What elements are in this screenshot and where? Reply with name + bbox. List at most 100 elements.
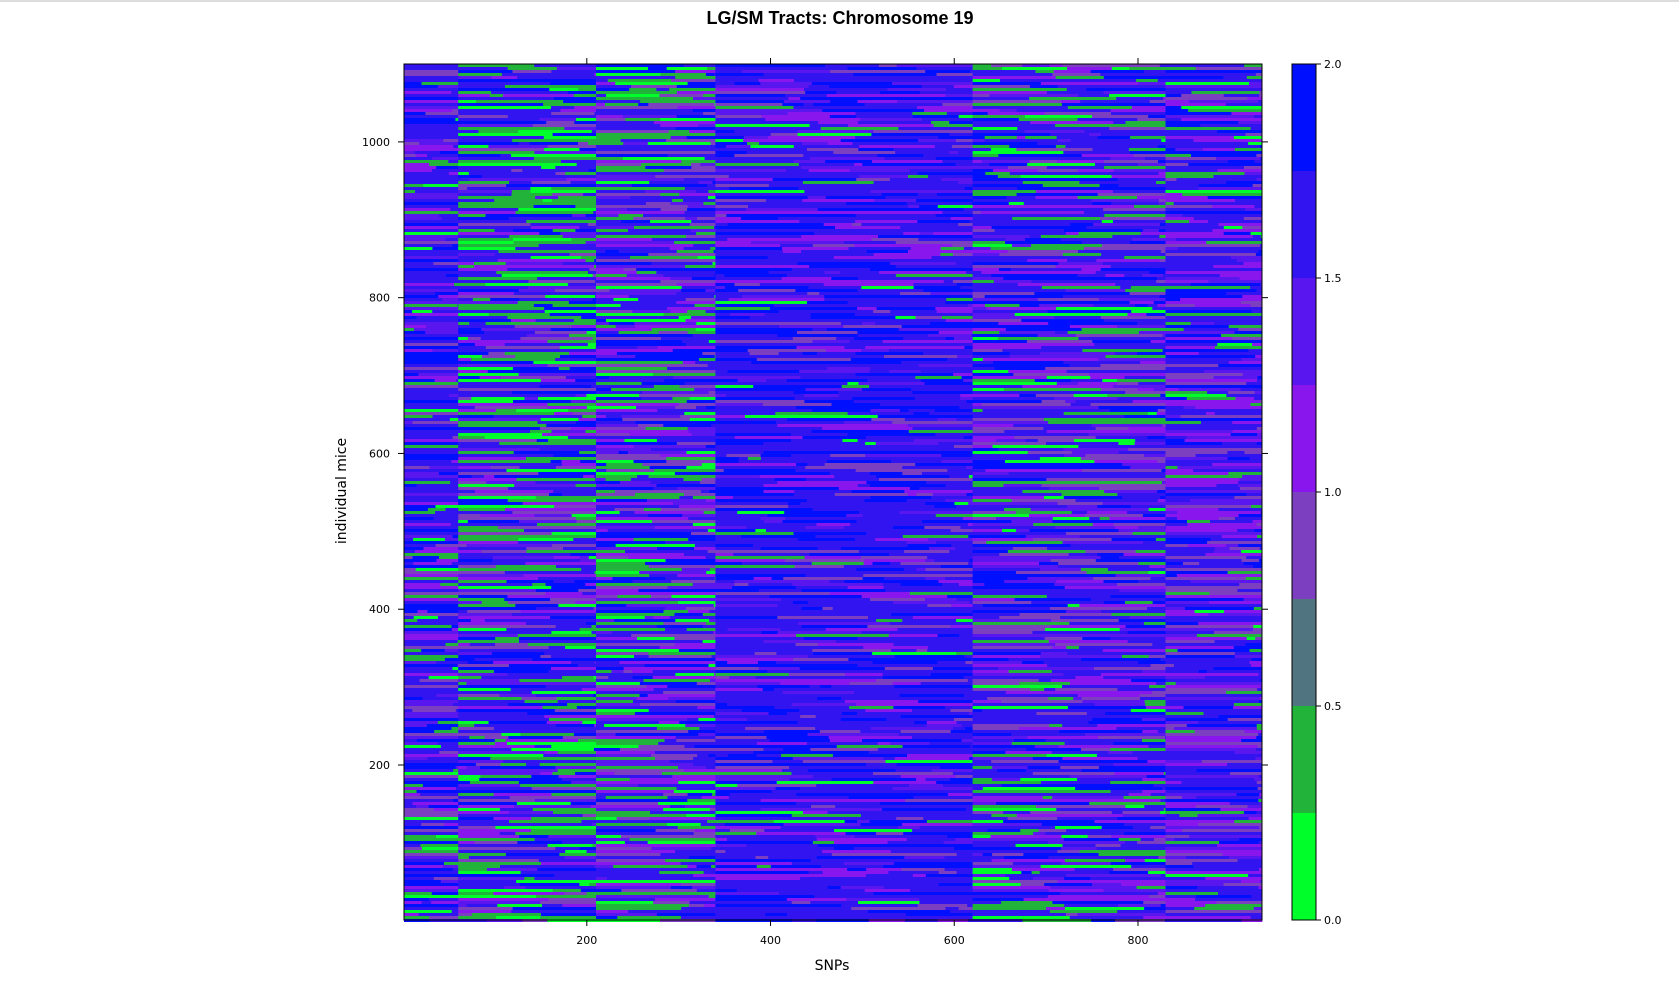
heatmap-cell — [684, 211, 716, 214]
heatmap-cell — [471, 358, 556, 361]
heatmap-cell — [949, 121, 974, 124]
heatmap-cell — [1053, 220, 1103, 223]
heatmap-cell — [1128, 646, 1162, 649]
heatmap-cell — [428, 676, 459, 679]
heatmap-cell — [972, 700, 1002, 703]
heatmap-cell — [972, 571, 1017, 574]
heatmap-cell — [849, 682, 894, 685]
heatmap-cell — [404, 79, 459, 82]
heatmap-cell — [689, 397, 716, 400]
heatmap-cell — [849, 511, 860, 514]
heatmap-cell — [1030, 508, 1110, 511]
heatmap-cell — [877, 415, 973, 418]
heatmap-cell — [838, 391, 913, 394]
heatmap-cell — [846, 259, 936, 262]
heatmap-cell — [685, 265, 716, 268]
heatmap-cell — [1071, 511, 1088, 514]
heatmap-cell — [759, 283, 780, 286]
heatmap-cell — [727, 703, 792, 706]
heatmap-cell — [475, 769, 559, 772]
heatmap-cell — [818, 844, 835, 847]
heatmap-cell — [579, 226, 591, 229]
heatmap-cell — [1011, 244, 1032, 247]
heatmap-cell — [714, 295, 716, 298]
heatmap-cell — [901, 208, 964, 211]
heatmap-cell — [715, 364, 799, 367]
heatmap-cell — [683, 478, 702, 481]
heatmap-cell — [834, 847, 855, 850]
heatmap-cell — [586, 850, 597, 853]
heatmap-cell — [1012, 868, 1075, 871]
heatmap-cell — [1098, 124, 1113, 127]
heatmap-cell — [1016, 148, 1093, 151]
heatmap-cell — [918, 139, 957, 142]
heatmap-cell — [404, 382, 459, 385]
heatmap-cell — [1025, 358, 1099, 361]
heatmap-cell — [832, 607, 888, 610]
heatmap-cell — [793, 193, 883, 196]
heatmap-cell — [666, 139, 716, 142]
heatmap-cell — [945, 241, 973, 244]
heatmap-cell — [715, 124, 810, 127]
heatmap-cell — [908, 166, 974, 169]
heatmap-cell — [857, 331, 940, 334]
heatmap-cell — [1075, 676, 1104, 679]
heatmap-cell — [706, 622, 716, 625]
heatmap-cell — [967, 523, 973, 526]
heatmap-cell — [458, 568, 487, 571]
heatmap-cell — [596, 205, 689, 208]
heatmap-cell — [715, 601, 794, 604]
heatmap-cell — [1084, 211, 1166, 214]
heatmap-cell — [1013, 373, 1090, 376]
heatmap-cell — [404, 238, 446, 241]
heatmap-cell — [786, 898, 847, 901]
heatmap-cell — [1057, 817, 1118, 820]
heatmap-cell — [981, 271, 1022, 274]
heatmap-cell — [778, 892, 874, 895]
heatmap-cell — [529, 742, 597, 745]
heatmap-cell — [1077, 172, 1111, 175]
heatmap-cell — [972, 703, 1045, 706]
heatmap-cell — [774, 478, 807, 481]
heatmap-cell — [655, 232, 697, 235]
heatmap-cell — [1094, 703, 1137, 706]
heatmap-cell — [438, 316, 459, 319]
heatmap-cell — [999, 109, 1017, 112]
heatmap-cell — [1123, 553, 1166, 556]
heatmap-cell — [972, 352, 1011, 355]
heatmap-cell — [632, 310, 671, 313]
heatmap-cell — [575, 229, 597, 232]
heatmap-cell — [1102, 502, 1166, 505]
heatmap-cell — [1165, 70, 1196, 73]
heatmap-cell — [434, 379, 457, 382]
heatmap-cell — [743, 427, 823, 430]
heatmap-cell — [670, 880, 716, 883]
heatmap-cell — [596, 295, 630, 298]
heatmap-cell — [692, 886, 716, 889]
heatmap-cell — [458, 820, 510, 823]
heatmap-cell — [545, 295, 596, 298]
heatmap-cell — [1081, 748, 1111, 751]
heatmap-cell — [458, 115, 509, 118]
heatmap-cell — [715, 895, 793, 898]
heatmap-cell — [596, 916, 618, 919]
heatmap-cell — [551, 187, 597, 190]
heatmap-cell — [684, 382, 716, 385]
heatmap-cell — [732, 586, 797, 589]
heatmap-cell — [958, 583, 974, 586]
heatmap-cell — [542, 433, 597, 436]
heatmap-cell — [1084, 130, 1146, 133]
heatmap-cell — [715, 196, 808, 199]
heatmap-cell — [496, 916, 541, 919]
heatmap-cell — [970, 745, 973, 748]
heatmap-cell — [764, 313, 812, 316]
heatmap-cell — [458, 916, 487, 919]
heatmap-cell — [437, 616, 459, 619]
heatmap-cell — [715, 400, 805, 403]
heatmap-cell — [594, 571, 597, 574]
heatmap-cell — [404, 850, 459, 853]
heatmap-cell — [874, 361, 902, 364]
heatmap-cell — [511, 613, 597, 616]
heatmap-cell — [1073, 436, 1097, 439]
heatmap-cell — [878, 229, 932, 232]
